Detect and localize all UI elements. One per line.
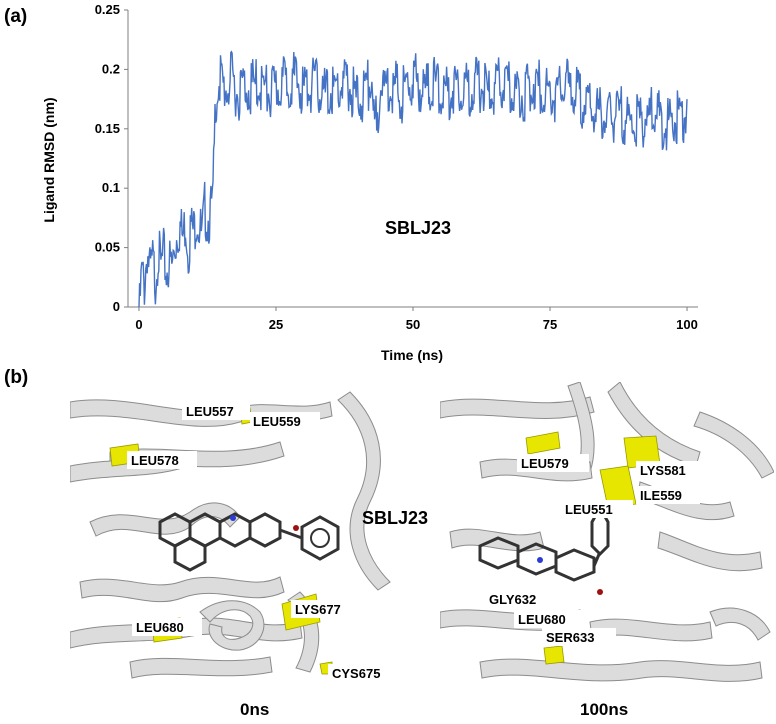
y-tick-label: 0.2 <box>102 61 120 76</box>
caption-0ns: 0ns <box>240 700 270 719</box>
oxygen-atom-left <box>293 525 299 531</box>
x-tick-label: 0 <box>135 317 142 332</box>
rmsd-series-line <box>138 50 688 308</box>
chart-series <box>138 50 688 308</box>
y-tick-label: 0.1 <box>102 180 120 195</box>
panel-a-label: (a) <box>4 6 28 27</box>
molecular-view-right <box>440 382 774 692</box>
chart-annotation: SBLJ23 <box>385 218 451 238</box>
nitrogen-atom-left <box>230 515 236 521</box>
x-axis-title: Time (ns) <box>381 347 443 363</box>
nitrogen-atom-right <box>537 557 543 563</box>
chart-ticks: 0 0.05 0.1 0.15 0.2 0.25 0 25 50 75 100 <box>95 2 698 332</box>
ligand-name-label: SBLJ23 <box>362 508 429 528</box>
molecular-view-left <box>70 382 430 692</box>
caption-100ns: 100ns <box>580 700 629 719</box>
y-tick-label: 0.15 <box>95 121 120 136</box>
panel-b-label: (b) <box>4 367 29 388</box>
y-axis-title: Ligand RMSD (nm) <box>41 97 57 222</box>
x-tick-label: 75 <box>543 317 557 332</box>
rmsd-chart: 0 0.05 0.1 0.15 0.2 0.25 0 25 50 75 100 Ligand RMS… <box>41 2 698 363</box>
y-tick-label: 0.05 <box>95 240 120 255</box>
x-tick-label: 100 <box>676 317 698 332</box>
highlight-residues-right <box>525 431 661 665</box>
ligand-sblj23-left <box>158 512 340 572</box>
y-tick-label: 0 <box>113 299 120 314</box>
x-tick-label: 25 <box>269 317 283 332</box>
y-tick-label: 0.25 <box>95 2 120 17</box>
oxygen-atom-right <box>597 589 603 595</box>
x-tick-label: 50 <box>406 317 420 332</box>
